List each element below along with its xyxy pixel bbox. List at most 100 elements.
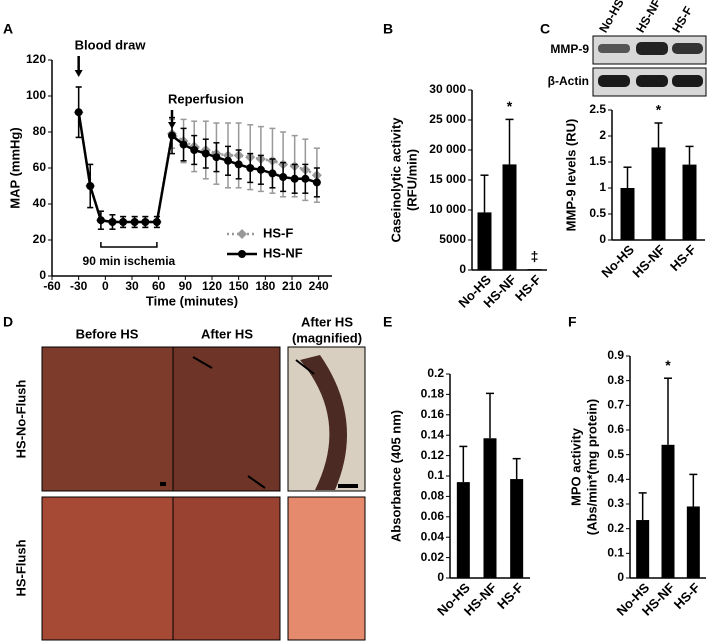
annotation: 90 min ischemia (83, 254, 176, 268)
x-tick-label: 0 (102, 279, 109, 293)
point (312, 178, 321, 187)
annotation: Reperfusion (168, 91, 244, 106)
arrow (295, 359, 315, 375)
protein-label: β-Actin (548, 74, 589, 88)
point (179, 140, 188, 149)
legend-marker (237, 229, 247, 239)
legend-label: HS-NF (263, 245, 303, 260)
point (279, 173, 288, 181)
x-tick-label: 240 (309, 279, 329, 293)
point (246, 164, 255, 172)
y-tick-label: 0 (39, 268, 46, 282)
point (130, 218, 139, 226)
photo (287, 496, 366, 641)
y-tick-label: 0.12 (421, 448, 445, 462)
arrow (247, 475, 266, 489)
y-axis-title: MPO activity (568, 427, 583, 506)
x-tick-label: -60 (43, 279, 61, 293)
panel-letter: F (568, 314, 577, 330)
y-tick-label: 0 (617, 570, 624, 584)
y-tick-label: 0.1 (427, 468, 444, 482)
point (168, 131, 176, 140)
y-tick-label: 40 (33, 196, 47, 210)
y-tick-label: 0 (459, 262, 466, 276)
photo (41, 496, 174, 641)
bar (651, 147, 666, 240)
y-tick-label: 0.1 (607, 546, 624, 560)
band (636, 42, 668, 55)
y-tick-label: 10 000 (429, 202, 466, 216)
y-tick-label: 0 (437, 570, 444, 584)
bar (477, 212, 492, 270)
significance: * (665, 357, 671, 373)
x-tick-label: HS-F (512, 272, 544, 304)
band (598, 44, 630, 53)
point (301, 174, 310, 183)
x-tick-label: No-HS (598, 242, 637, 281)
bar (686, 506, 700, 578)
significance: * (507, 98, 513, 114)
legend-label: HS-F (263, 225, 293, 240)
band (598, 75, 630, 87)
row-label: HS-Flush (13, 539, 28, 596)
x-tick-label: 210 (282, 279, 302, 293)
y-axis-title: (RFU/min) (404, 149, 419, 211)
photo (172, 496, 281, 641)
point (234, 160, 243, 169)
point (212, 153, 221, 162)
y-tick-label: 0.08 (421, 489, 445, 503)
y-tick-label: 30 000 (429, 82, 466, 96)
y-tick-label: 1.5 (589, 154, 606, 168)
row-label: HS-No-Flush (13, 380, 28, 459)
lane-label: HS-NF (633, 0, 663, 35)
photo (172, 346, 281, 492)
panel-letter: D (3, 314, 13, 330)
column-header: After HS (301, 314, 353, 329)
annotation: Blood draw (75, 37, 147, 52)
y-tick-label: 0.02 (421, 550, 445, 564)
photo-grid (41, 346, 366, 641)
bar (636, 520, 650, 578)
panel-letter: A (3, 21, 13, 37)
arrow (192, 356, 213, 369)
bracket (100, 242, 158, 248)
y-tick-label: 0.7 (607, 398, 624, 412)
significance: ‡ (531, 248, 539, 264)
series-line (77, 112, 318, 224)
y-tick-label: 20 (33, 232, 47, 246)
x-tick-label: 180 (255, 279, 275, 293)
x-tick-label: 150 (229, 279, 249, 293)
bar (510, 479, 524, 578)
y-tick-label: 120 (26, 52, 46, 66)
panel-letter: B (383, 21, 393, 37)
x-tick-label: HS-NF (629, 242, 668, 281)
x-tick-label: HS-F (671, 580, 703, 612)
y-tick-label: 2 (599, 128, 606, 142)
scale-bar (160, 482, 166, 486)
column-header: (magnified) (292, 330, 362, 345)
legend-marker (238, 250, 246, 258)
bar (620, 188, 635, 240)
y-tick-label: 0 (599, 232, 606, 246)
y-tick-label: 0.2 (607, 521, 624, 535)
annotation-arrowhead (168, 122, 176, 129)
column-header: Before HS (76, 326, 139, 341)
x-tick-label: HS-F (494, 580, 526, 612)
point (256, 165, 265, 174)
y-tick-label: 0.5 (589, 206, 606, 220)
x-tick-label: 90 (179, 279, 193, 293)
photo (41, 346, 174, 492)
point (86, 182, 95, 190)
y-axis-title: MAP (mmHg) (7, 127, 22, 208)
point (201, 149, 210, 158)
point (96, 216, 105, 225)
x-tick-label: -30 (70, 279, 88, 293)
scale-bar (338, 484, 358, 488)
y-axis-title: MMP-9 levels (RU) (563, 119, 578, 232)
y-tick-label: 0.9 (607, 348, 624, 362)
y-tick-label: 25 000 (429, 112, 466, 126)
y-tick-label: 15 000 (429, 172, 466, 186)
panel-letter: E (383, 314, 392, 330)
